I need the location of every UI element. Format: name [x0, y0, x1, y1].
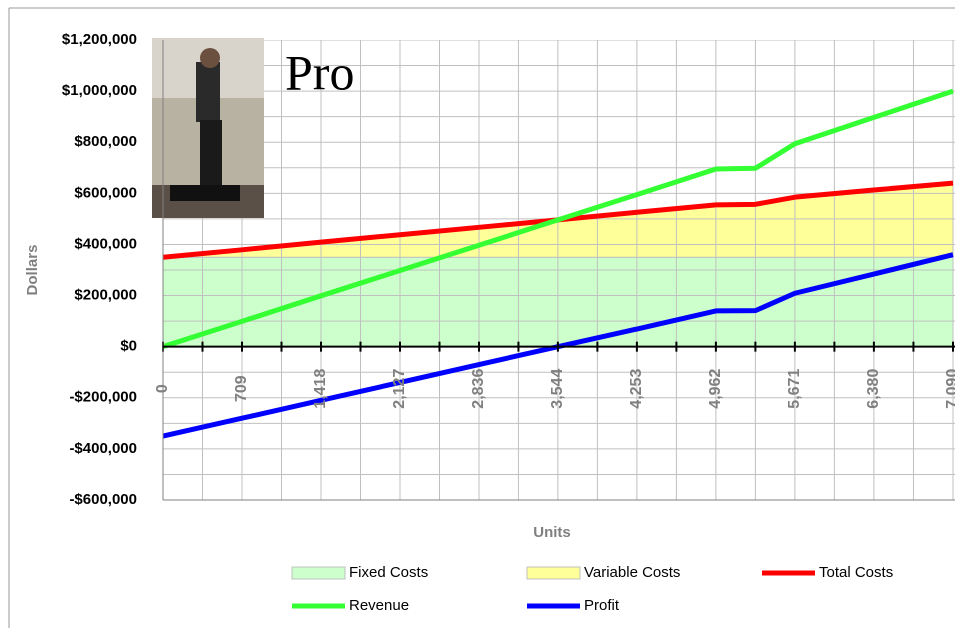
- x-tick-label: 5,671: [786, 369, 803, 409]
- x-tick-label: 6,380: [865, 369, 882, 409]
- y-tick-label: $1,200,000: [62, 31, 137, 48]
- y-tick-label: $200,000: [74, 287, 137, 304]
- x-tick-label: 2,127: [391, 369, 408, 409]
- legend-swatch: [526, 566, 581, 580]
- x-tick-label: 1,418: [312, 369, 329, 409]
- legend-label: Variable Costs: [584, 564, 680, 581]
- y-tick-label: $0: [120, 338, 137, 355]
- x-tick-label: 2,836: [470, 369, 487, 409]
- y-tick-label: $800,000: [74, 133, 137, 150]
- x-tick-label: 4,962: [707, 369, 724, 409]
- grid: [163, 40, 955, 500]
- line: [163, 180, 954, 260]
- legend-label: Fixed Costs: [349, 564, 428, 581]
- y-axis-title: Dollars: [24, 245, 41, 296]
- y-tick-label: $1,000,000: [62, 82, 137, 99]
- y-tick-label: -$200,000: [69, 389, 137, 406]
- y-tick-label: -$400,000: [69, 440, 137, 457]
- line: [163, 252, 954, 439]
- plot-area: [163, 40, 955, 500]
- legend-label: Profit: [584, 597, 620, 614]
- annotation: Pro: [285, 44, 354, 100]
- y-tick-label: $400,000: [74, 235, 137, 252]
- legend-swatch: [291, 566, 346, 580]
- y-tick-label: -$600,000: [69, 491, 137, 508]
- y-tick-label: $600,000: [74, 184, 137, 201]
- photo: [152, 38, 264, 218]
- x-axis-title: Units: [533, 524, 571, 541]
- x-tick-label: 3,544: [549, 369, 566, 409]
- x-tick-label: 4,253: [628, 369, 645, 409]
- x-tick-label: 7,090: [944, 369, 955, 409]
- legend-label: Total Costs: [819, 564, 893, 581]
- legend-label: Revenue: [349, 597, 409, 614]
- line: [163, 88, 954, 350]
- x-tick-label: 709: [233, 375, 250, 402]
